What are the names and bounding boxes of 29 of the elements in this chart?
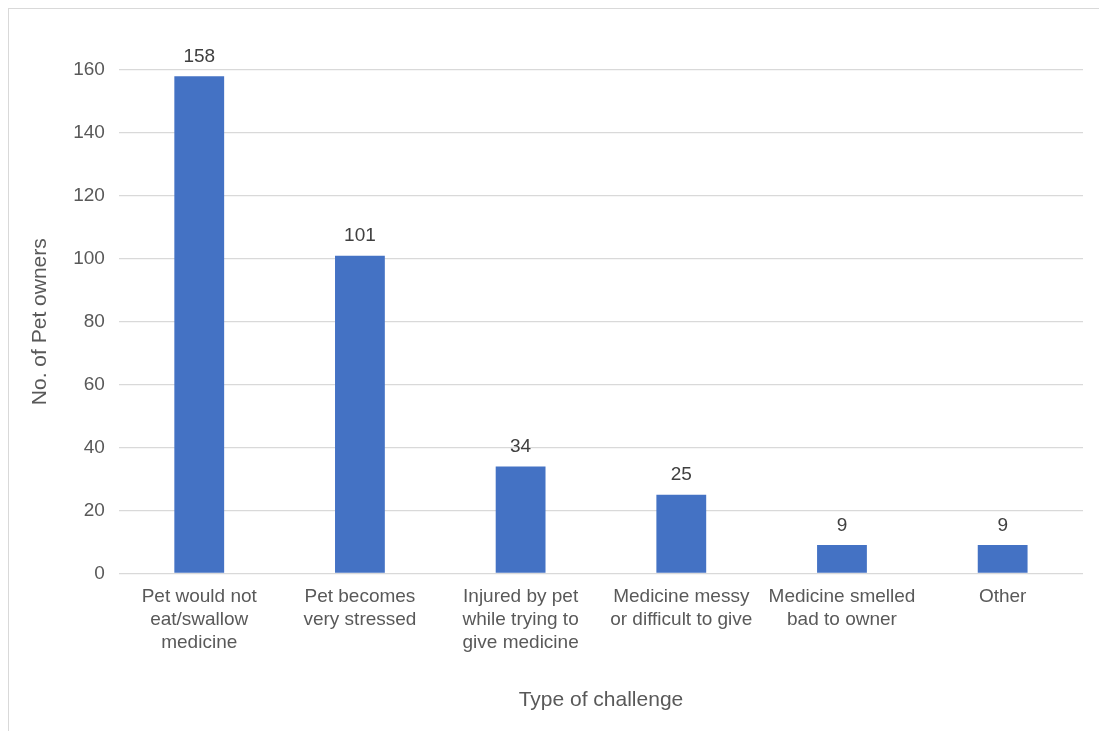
x-tick-label: Injured by pet while trying to give medicine xyxy=(461,585,579,652)
data-label: 101 xyxy=(344,224,376,246)
y-tick-label: 140 xyxy=(73,121,105,143)
y-tick-label: 80 xyxy=(83,309,105,331)
bar xyxy=(817,545,867,573)
data-label: 9 xyxy=(997,513,1008,535)
x-tick-label: Medicine smelled bad to owner xyxy=(768,585,916,629)
bar xyxy=(656,494,707,573)
y-tick-label: 20 xyxy=(83,498,105,520)
bar xyxy=(495,466,546,573)
y-tick-label: 0 xyxy=(94,561,105,583)
x-tick-label: Pet would not eat/swallow medicine xyxy=(141,585,258,652)
bar xyxy=(335,255,385,573)
x-tick-label: Medicine messy or difficult to give xyxy=(610,585,753,629)
data-label: 34 xyxy=(510,435,532,457)
data-label: 9 xyxy=(836,513,848,535)
y-axis-title: No. of Pet owners xyxy=(27,238,51,406)
y-tick-label: 60 xyxy=(83,372,105,394)
y-tick-label: 160 xyxy=(73,58,105,80)
x-tick-label: Other xyxy=(978,585,1028,607)
y-tick-label: 120 xyxy=(73,184,105,206)
bar xyxy=(174,76,225,573)
data-label: 158 xyxy=(183,45,216,67)
y-tick-label: 100 xyxy=(73,247,105,269)
x-axis-title: Type of challenge xyxy=(518,687,684,711)
data-label: 25 xyxy=(670,463,692,485)
y-tick-label: 40 xyxy=(83,435,105,457)
x-tick-label: Pet becomes very stressed xyxy=(303,585,417,629)
bar xyxy=(977,545,1028,573)
